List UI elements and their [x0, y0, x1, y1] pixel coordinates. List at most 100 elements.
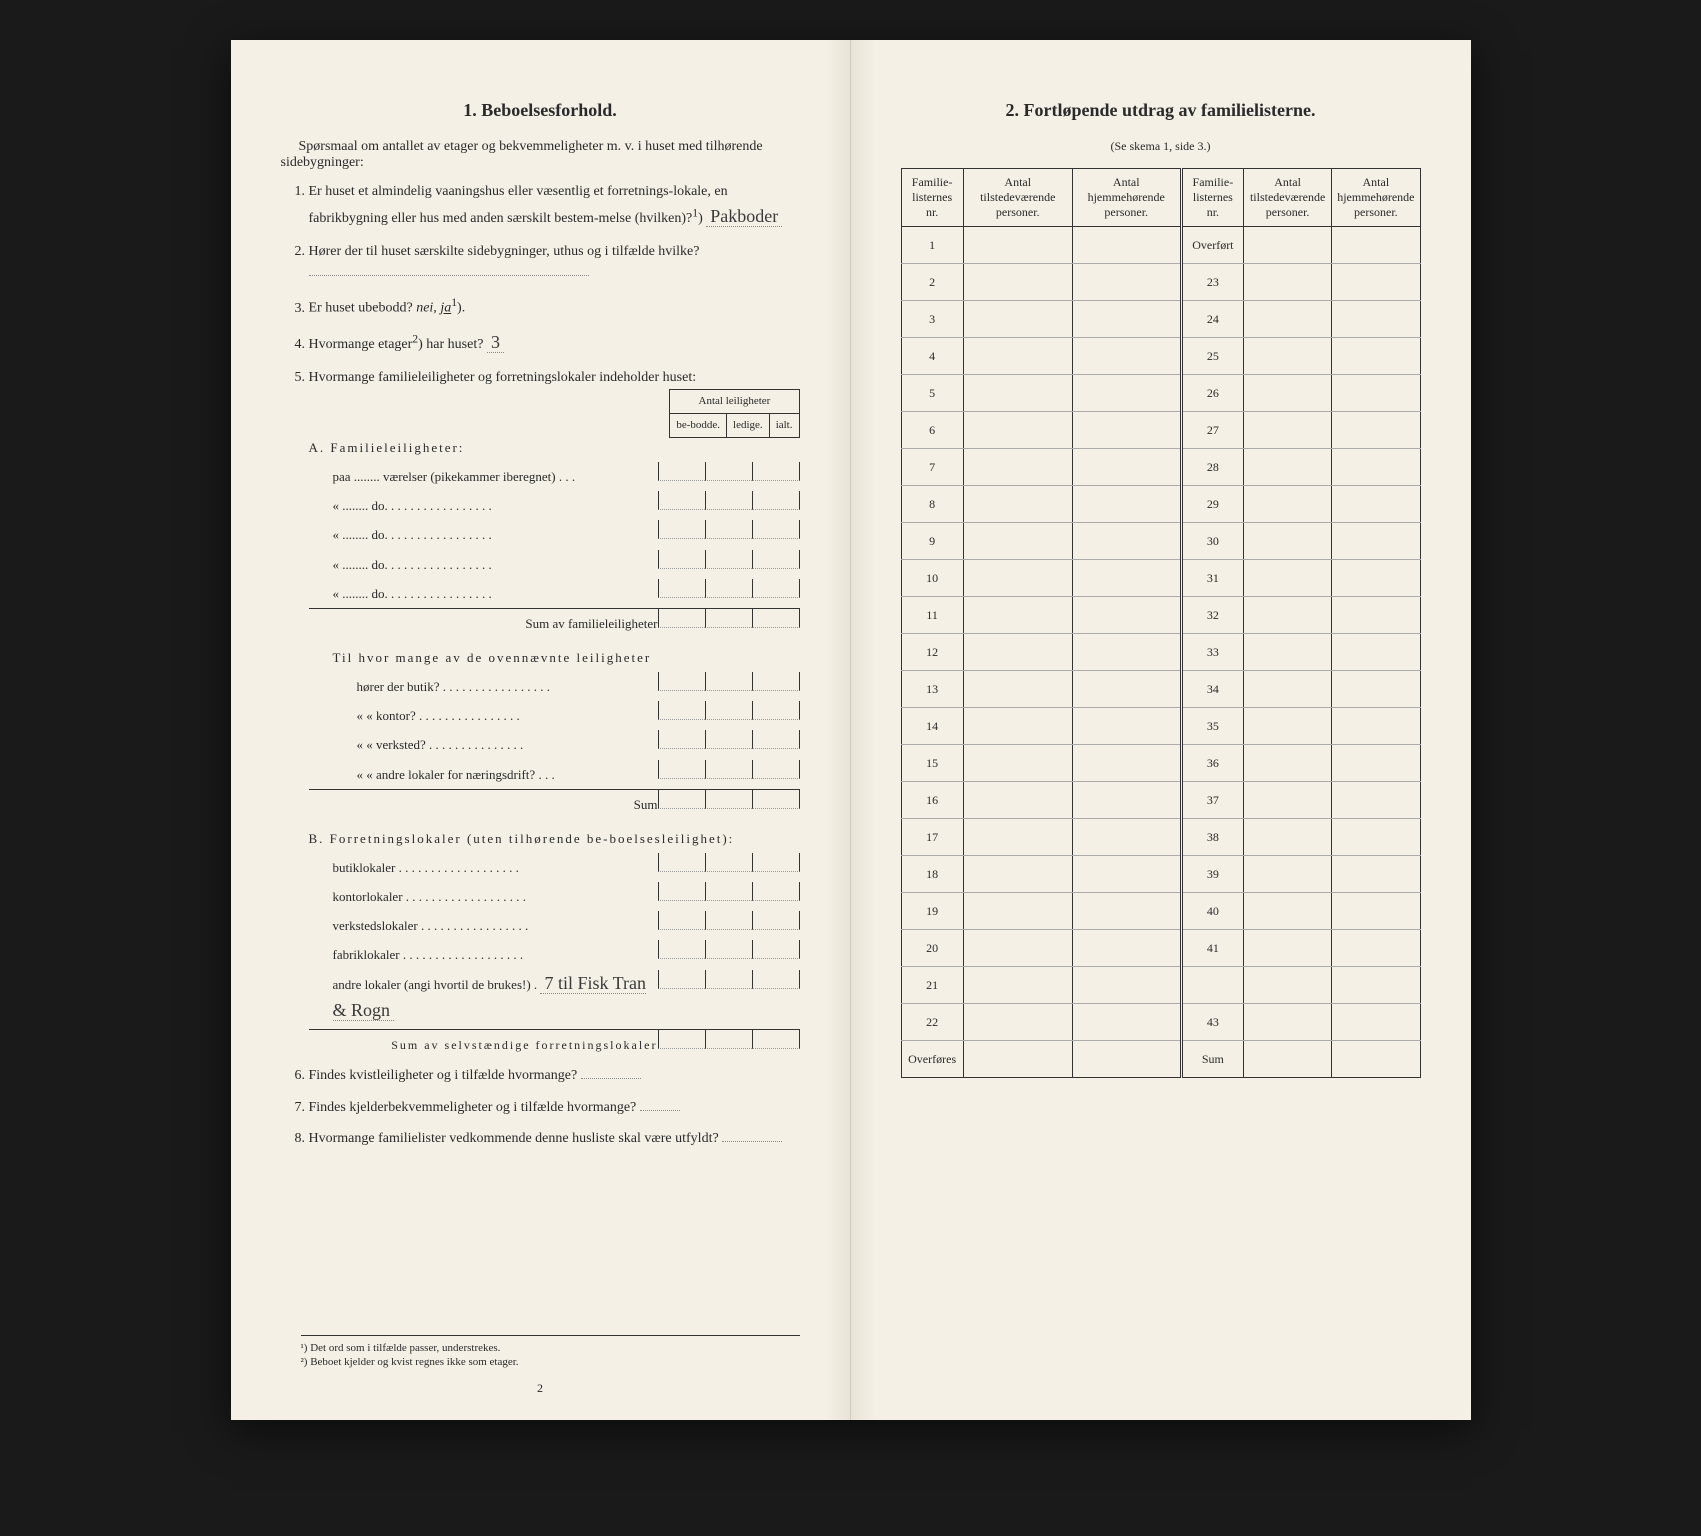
cell-right-nr: 24	[1181, 301, 1243, 338]
cell-right-b	[1332, 597, 1420, 634]
cell-left-b	[1072, 523, 1181, 560]
mid-row-3: « « andre lokaler for næringsdrift? . . …	[309, 760, 800, 785]
q1-text: Er huset et almindelig vaaningshus eller…	[309, 184, 728, 226]
table-row: 1334	[901, 671, 1420, 708]
q5-th-main: Antal leiligheter	[670, 389, 799, 413]
q1-sup: 1	[692, 206, 698, 219]
cell-right-nr: 39	[1181, 856, 1243, 893]
cell-right-b	[1332, 1041, 1420, 1078]
cell-right-b	[1332, 634, 1420, 671]
q6: Findes kvistleiligheter og i tilfælde hv…	[309, 1065, 800, 1087]
mid-row-0: hører der butik? . . . . . . . . . . . .…	[309, 672, 800, 697]
q5-col1: be-bodde.	[670, 413, 727, 437]
cell-left-b	[1072, 856, 1181, 893]
th-c1: Familie-listernes nr.	[901, 169, 963, 227]
a-row-3: « ........ do. . . . . . . . . . . . . .…	[309, 550, 800, 575]
cell-right-b	[1332, 819, 1420, 856]
cell-right-b	[1332, 523, 1420, 560]
cell-left-a	[963, 449, 1072, 486]
cell-right-nr: 43	[1181, 1004, 1243, 1041]
cell-left-a	[963, 301, 1072, 338]
table-row: 21	[901, 967, 1420, 1004]
cell-right-a	[1244, 708, 1332, 745]
table-row: 1Overført	[901, 227, 1420, 264]
cell-right-b	[1332, 338, 1420, 375]
cell-left-b	[1072, 745, 1181, 782]
cell-left-b	[1072, 967, 1181, 1004]
cell-right-nr: 32	[1181, 597, 1243, 634]
cell-right-nr: 30	[1181, 523, 1243, 560]
table-row: 1233	[901, 634, 1420, 671]
cell-right-a	[1244, 856, 1332, 893]
cell-right-a	[1244, 597, 1332, 634]
b-row-4: andre lokaler (angi hvortil de brukes!) …	[309, 970, 800, 1026]
cell-left-b	[1072, 930, 1181, 967]
cell-right-b	[1332, 375, 1420, 412]
cell-right-a	[1244, 301, 1332, 338]
a-row-2: « ........ do. . . . . . . . . . . . . .…	[309, 520, 800, 545]
cell-right-nr: 34	[1181, 671, 1243, 708]
cell-left-a	[963, 930, 1072, 967]
right-page: 2. Fortløpende utdrag av familielisterne…	[851, 40, 1471, 1420]
cell-left-a	[963, 227, 1072, 264]
cell-left-b	[1072, 375, 1181, 412]
table-row: 2041	[901, 930, 1420, 967]
cell-left-b	[1072, 412, 1181, 449]
a-row-0: paa ........ værelser (pikekammer ibereg…	[309, 462, 800, 487]
cell-left-nr: Overføres	[901, 1041, 963, 1078]
cell-left-nr: 1	[901, 227, 963, 264]
q3: Er huset ubebodd? nei, ja1).	[309, 294, 800, 319]
cell-left-b	[1072, 597, 1181, 634]
cell-left-b	[1072, 708, 1181, 745]
cell-left-a	[963, 1004, 1072, 1041]
q8: Hvormange familielister vedkommende denn…	[309, 1128, 800, 1150]
table-row: 1435	[901, 708, 1420, 745]
cell-right-a	[1244, 264, 1332, 301]
cell-left-nr: 15	[901, 745, 963, 782]
cell-left-nr: 18	[901, 856, 963, 893]
footnotes: ¹) Det ord som i tilfælde passer, unders…	[301, 1335, 800, 1370]
cell-right-a	[1244, 930, 1332, 967]
family-table: Familie-listernes nr. Antal tilstedevære…	[901, 168, 1421, 1078]
th-c3: Antal hjemmehørende personer.	[1072, 169, 1181, 227]
table-row: 1940	[901, 893, 1420, 930]
q3-selected: ja	[440, 301, 451, 316]
cell-left-nr: 16	[901, 782, 963, 819]
cell-right-a	[1244, 1004, 1332, 1041]
cell-right-b	[1332, 1004, 1420, 1041]
cell-right-nr: 26	[1181, 375, 1243, 412]
question-list: Er huset et almindelig vaaningshus eller…	[281, 181, 800, 1150]
table-row: 1536	[901, 745, 1420, 782]
cell-left-a	[963, 634, 1072, 671]
q5-body: A. Familieleiligheter: paa ........ være…	[309, 438, 800, 1055]
cell-right-b	[1332, 782, 1420, 819]
cell-left-nr: 19	[901, 893, 963, 930]
left-title: 1. Beboelsesforhold.	[281, 100, 800, 121]
cell-right-b	[1332, 930, 1420, 967]
cell-left-a	[963, 856, 1072, 893]
cell-left-b	[1072, 560, 1181, 597]
mid-sum: Sum	[309, 789, 800, 815]
table-row: 1031	[901, 560, 1420, 597]
q2-text: Hører der til huset særskilte sidebygnin…	[309, 244, 700, 259]
mid-row-1: « « kontor? . . . . . . . . . . . . . . …	[309, 701, 800, 726]
cell-left-nr: 5	[901, 375, 963, 412]
table-row: 324	[901, 301, 1420, 338]
cell-left-nr: 2	[901, 264, 963, 301]
cell-left-a	[963, 967, 1072, 1004]
table-row: 1637	[901, 782, 1420, 819]
cell-left-b	[1072, 486, 1181, 523]
cell-right-nr: 29	[1181, 486, 1243, 523]
cell-right-b	[1332, 708, 1420, 745]
cell-right-nr: 40	[1181, 893, 1243, 930]
cell-right-nr: 28	[1181, 449, 1243, 486]
q4-text: Hvormange etager	[309, 337, 413, 352]
sectionA-title: A. Familieleiligheter:	[309, 438, 800, 458]
cell-right-b	[1332, 486, 1420, 523]
right-subtitle: (Se skema 1, side 3.)	[901, 139, 1421, 154]
cell-left-a	[963, 523, 1072, 560]
th-c4: Familie-listernes nr.	[1181, 169, 1243, 227]
cell-right-nr: 41	[1181, 930, 1243, 967]
table-row: 1132	[901, 597, 1420, 634]
cell-right-a	[1244, 782, 1332, 819]
